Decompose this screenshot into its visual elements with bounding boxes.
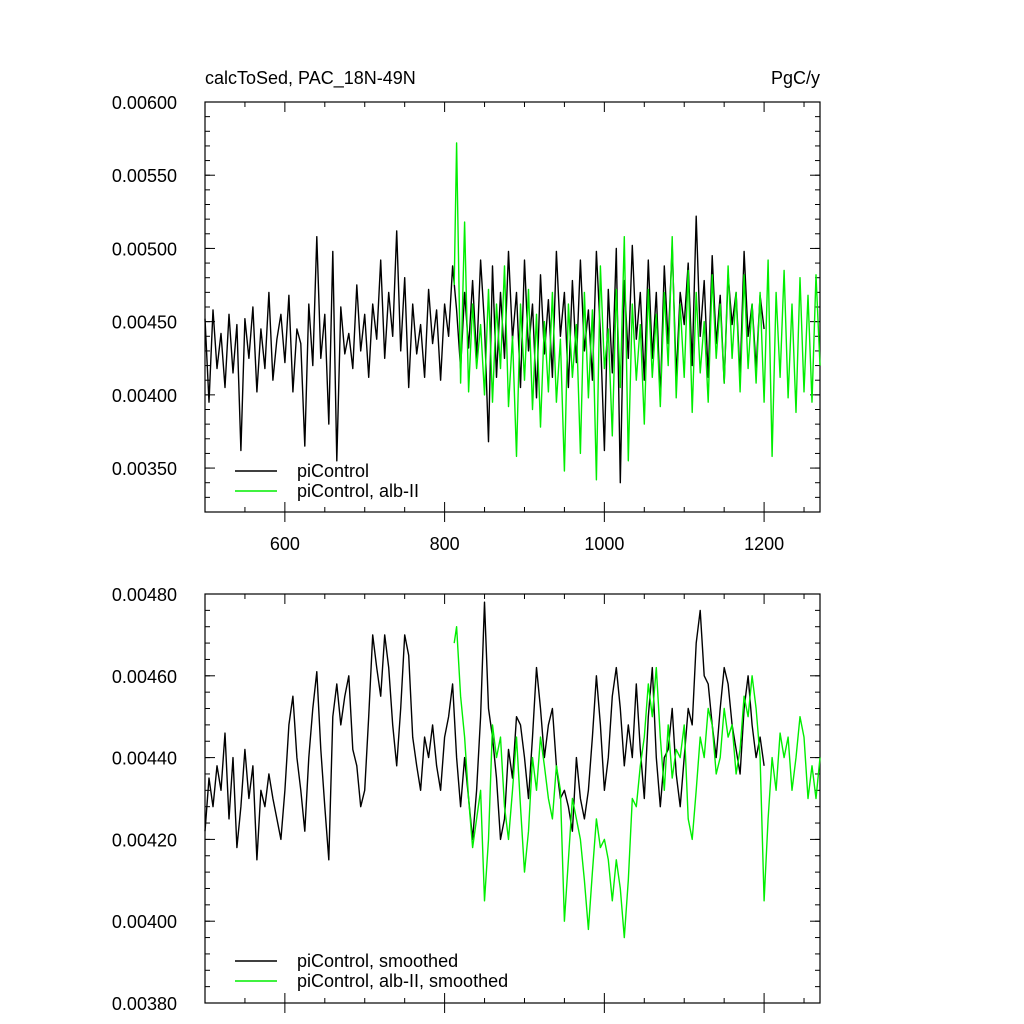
series-line-picontrol-smoothed <box>204 601 765 861</box>
series-lines-top <box>204 142 821 484</box>
axis-ticks-bottom <box>204 593 820 1013</box>
units-label: PgC/y <box>771 68 820 88</box>
plot-frame-top <box>204 101 821 513</box>
y-tick-label: 0.00400 <box>112 386 177 406</box>
x-tick-label: 1000 <box>584 534 624 554</box>
panel-top: 600 800 1000 1200 0.00350 0.00400 0.00450 0.005… <box>112 68 821 554</box>
y-tick-label: 0.00440 <box>112 749 177 769</box>
axis-ticks-top <box>204 101 820 522</box>
series-line-picontrol-alb-ii-smoothed <box>453 626 821 939</box>
x-tick-label: 800 <box>430 534 460 554</box>
y-tick-label: 0.00350 <box>112 459 177 479</box>
series-line-picontrol-alb-ii <box>453 142 821 481</box>
panel-bottom: 0.00380 0.00400 0.00420 0.00440 0.00460 0.004… <box>112 585 821 1014</box>
series-line-picontrol <box>204 215 765 484</box>
y-tick-label: 0.00450 <box>112 313 177 333</box>
x-tick-label: 1200 <box>744 534 784 554</box>
legend-label-picontrol-smoothed: piControl, smoothed <box>297 951 458 971</box>
y-tick-label: 0.00420 <box>112 830 177 850</box>
y-tick-label: 0.00600 <box>112 93 177 113</box>
y-tick-label: 0.00480 <box>112 585 177 605</box>
legend-label-alb-ii: piControl, alb-II <box>297 481 419 501</box>
legend-label-picontrol: piControl <box>297 461 369 481</box>
legend-label-alb-ii-smoothed: piControl, alb-II, smoothed <box>297 971 508 991</box>
series-lines-bottom <box>204 601 821 939</box>
legend-top: piControl piControl, alb-II <box>235 461 419 501</box>
y-tick-label: 0.00500 <box>112 239 177 259</box>
chart-title: calcToSed, PAC_18N-49N <box>205 68 416 89</box>
y-tick-label: 0.00380 <box>112 994 177 1014</box>
legend-bottom: piControl, smoothed piControl, alb-II, s… <box>235 951 508 991</box>
plot-frame-bottom <box>204 593 821 1004</box>
y-tick-label: 0.00400 <box>112 912 177 932</box>
axis-tick-labels-top: 600 800 1000 1200 0.00350 0.00400 0.00450 0.005… <box>112 93 784 554</box>
y-tick-label: 0.00550 <box>112 166 177 186</box>
axis-tick-labels-bottom: 0.00380 0.00400 0.00420 0.00440 0.00460 0.004… <box>112 585 177 1014</box>
x-tick-label: 600 <box>270 534 300 554</box>
y-tick-label: 0.00460 <box>112 667 177 687</box>
